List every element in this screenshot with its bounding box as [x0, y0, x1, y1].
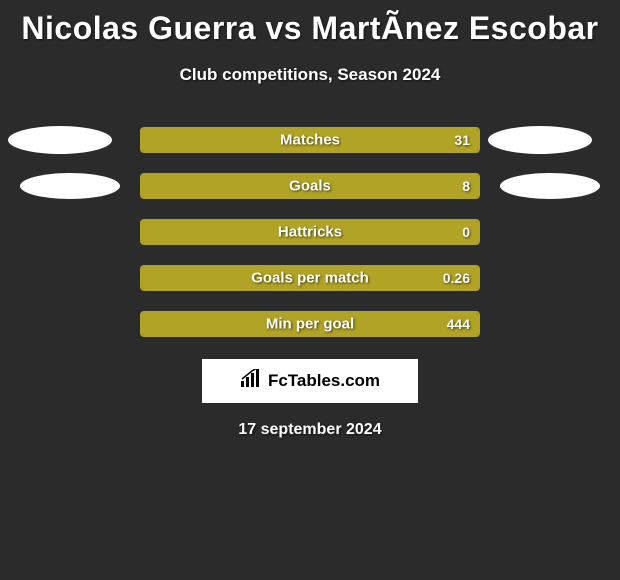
date-line: 17 september 2024 — [0, 421, 620, 439]
stat-bar: Goals per match 0.26 — [140, 265, 480, 291]
player-left-oval — [20, 173, 120, 199]
stat-bar: Min per goal 444 — [140, 311, 480, 337]
logo-text: FcTables.com — [268, 371, 380, 391]
stat-row: Matches 31 — [0, 127, 620, 153]
player-right-oval — [500, 173, 600, 199]
stat-bar: Hattricks 0 — [140, 219, 480, 245]
stat-label: Matches — [280, 132, 340, 149]
subtitle: Club competitions, Season 2024 — [0, 65, 620, 85]
stat-value: 444 — [447, 316, 470, 332]
stat-label: Goals per match — [251, 270, 369, 287]
stat-label: Hattricks — [278, 224, 342, 241]
stat-bar: Matches 31 — [140, 127, 480, 153]
stat-row: Min per goal 444 — [0, 311, 620, 337]
stat-row: Hattricks 0 — [0, 219, 620, 245]
player-left-oval — [8, 126, 112, 154]
stat-value: 0 — [462, 224, 470, 240]
stat-value: 0.26 — [443, 270, 470, 286]
chart-icon — [240, 369, 262, 394]
stat-label: Min per goal — [266, 316, 354, 333]
page-title: Nicolas Guerra vs MartÃnez Escobar — [0, 0, 620, 47]
stats-rows: Matches 31 Goals 8 Hattricks 0 Goals per match… — [0, 127, 620, 337]
player-right-oval — [488, 126, 592, 154]
stat-value: 31 — [454, 132, 470, 148]
logo-box: FcTables.com — [202, 359, 418, 403]
stat-value: 8 — [462, 178, 470, 194]
stat-bar: Goals 8 — [140, 173, 480, 199]
stat-label: Goals — [289, 178, 331, 195]
stat-row: Goals 8 — [0, 173, 620, 199]
stat-row: Goals per match 0.26 — [0, 265, 620, 291]
